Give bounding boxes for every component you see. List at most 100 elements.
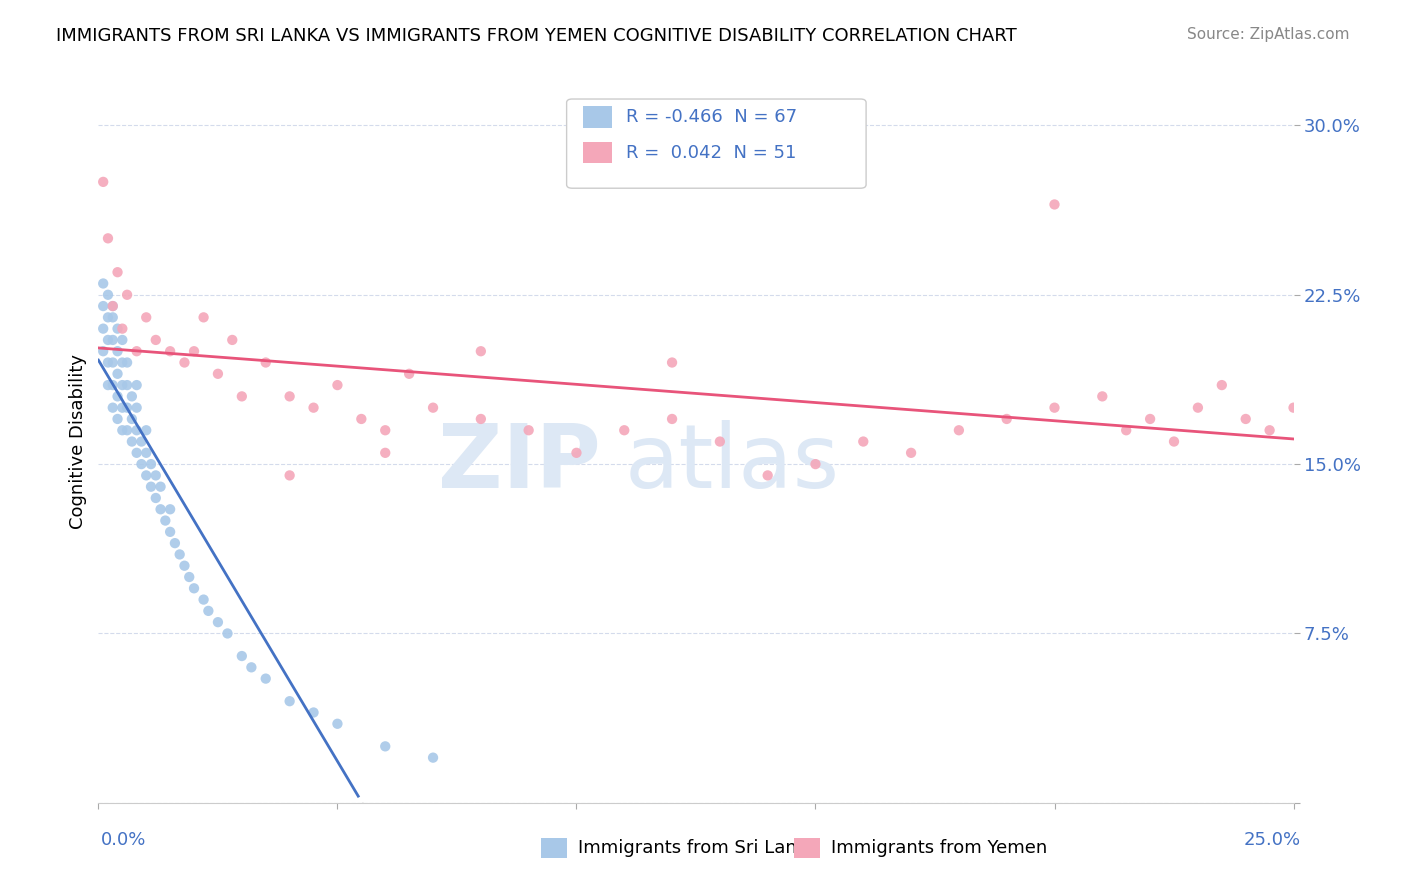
Point bbox=[398, 367, 420, 381]
Point bbox=[101, 299, 124, 313]
Text: R =  0.042  N = 51: R = 0.042 N = 51 bbox=[626, 144, 796, 161]
Point bbox=[135, 446, 157, 460]
Point bbox=[121, 434, 143, 449]
Point bbox=[756, 468, 779, 483]
Point bbox=[197, 604, 219, 618]
Point bbox=[107, 367, 129, 381]
Point bbox=[121, 389, 143, 403]
Point bbox=[91, 175, 114, 189]
Text: ZIP: ZIP bbox=[437, 420, 600, 507]
Point bbox=[115, 355, 138, 369]
Point bbox=[1139, 412, 1161, 426]
Point bbox=[1211, 378, 1233, 392]
Point bbox=[173, 558, 195, 573]
Point bbox=[115, 423, 138, 437]
Point bbox=[125, 344, 148, 359]
Point bbox=[852, 434, 875, 449]
Point bbox=[91, 299, 114, 313]
Point bbox=[709, 434, 731, 449]
Text: IMMIGRANTS FROM SRI LANKA VS IMMIGRANTS FROM YEMEN COGNITIVE DISABILITY CORRELAT: IMMIGRANTS FROM SRI LANKA VS IMMIGRANTS … bbox=[56, 27, 1017, 45]
Point bbox=[302, 401, 325, 415]
Point bbox=[125, 401, 148, 415]
Point bbox=[900, 446, 922, 460]
Point bbox=[107, 321, 129, 335]
Point bbox=[131, 434, 153, 449]
Point bbox=[1187, 401, 1209, 415]
Point bbox=[101, 310, 124, 325]
Point bbox=[173, 355, 195, 369]
Point bbox=[995, 412, 1018, 426]
Point bbox=[115, 401, 138, 415]
Point bbox=[145, 468, 167, 483]
Point bbox=[107, 265, 129, 279]
Text: 0.0%: 0.0% bbox=[101, 831, 146, 849]
Text: Immigrants from Yemen: Immigrants from Yemen bbox=[831, 839, 1047, 857]
Point bbox=[135, 423, 157, 437]
Point bbox=[125, 446, 148, 460]
Point bbox=[97, 310, 120, 325]
Point bbox=[1258, 423, 1281, 437]
Point bbox=[111, 333, 134, 347]
Point bbox=[948, 423, 970, 437]
Text: Source: ZipAtlas.com: Source: ZipAtlas.com bbox=[1187, 27, 1350, 42]
Point bbox=[135, 468, 157, 483]
Point bbox=[221, 333, 243, 347]
Point bbox=[97, 355, 120, 369]
Point bbox=[1163, 434, 1185, 449]
Point bbox=[1234, 412, 1257, 426]
Point bbox=[183, 344, 205, 359]
Point bbox=[193, 592, 215, 607]
Point bbox=[254, 355, 277, 369]
Point bbox=[302, 706, 325, 720]
Point bbox=[125, 378, 148, 392]
Point bbox=[183, 582, 205, 596]
Point bbox=[470, 412, 492, 426]
Point bbox=[155, 514, 177, 528]
Point bbox=[159, 344, 181, 359]
Point bbox=[517, 423, 540, 437]
Point bbox=[111, 401, 134, 415]
Point bbox=[240, 660, 263, 674]
Point bbox=[101, 333, 124, 347]
Point bbox=[374, 446, 396, 460]
Point bbox=[159, 524, 181, 539]
Point bbox=[1115, 423, 1137, 437]
Point bbox=[145, 333, 167, 347]
Point bbox=[97, 378, 120, 392]
Point bbox=[217, 626, 239, 640]
Point bbox=[131, 457, 153, 471]
Point bbox=[115, 378, 138, 392]
Point bbox=[804, 457, 827, 471]
Point bbox=[121, 412, 143, 426]
Point bbox=[91, 321, 114, 335]
Point bbox=[111, 355, 134, 369]
Point bbox=[1043, 401, 1066, 415]
Point bbox=[1091, 389, 1114, 403]
Point bbox=[135, 310, 157, 325]
Y-axis label: Cognitive Disability: Cognitive Disability bbox=[69, 354, 87, 529]
Point bbox=[145, 491, 167, 505]
Point bbox=[97, 287, 120, 301]
Point bbox=[661, 355, 683, 369]
Point bbox=[111, 378, 134, 392]
Text: Immigrants from Sri Lanka: Immigrants from Sri Lanka bbox=[578, 839, 818, 857]
Point bbox=[326, 378, 349, 392]
Point bbox=[278, 468, 301, 483]
Point bbox=[139, 480, 162, 494]
Point bbox=[207, 367, 229, 381]
Point bbox=[163, 536, 186, 550]
Point bbox=[1282, 401, 1305, 415]
Point bbox=[278, 694, 301, 708]
Point bbox=[278, 389, 301, 403]
Point bbox=[231, 648, 253, 663]
Point bbox=[101, 355, 124, 369]
Point bbox=[101, 299, 124, 313]
Point bbox=[111, 321, 134, 335]
Point bbox=[139, 457, 162, 471]
Point bbox=[374, 423, 396, 437]
Point bbox=[422, 401, 444, 415]
Point bbox=[107, 344, 129, 359]
Point bbox=[613, 423, 636, 437]
Text: R = -0.466  N = 67: R = -0.466 N = 67 bbox=[626, 108, 797, 126]
Point bbox=[470, 344, 492, 359]
